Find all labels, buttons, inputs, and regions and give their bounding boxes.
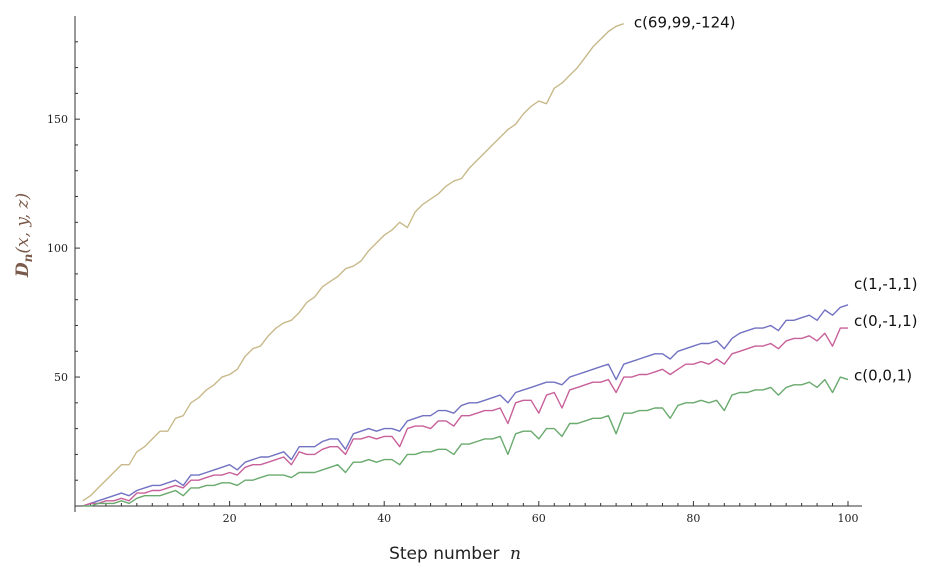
y-tick-label: 100 [47,242,68,255]
series-label: c(69,99,-124) [634,14,736,32]
x-axis-title-var: n [510,544,521,564]
y-tick-label: 150 [47,113,68,126]
y-axis-title-sub: n [21,254,35,263]
series-line [82,376,849,507]
y-axis-title: Dn(x, y, z) [13,193,35,278]
y-axis-title-d: D [13,262,33,278]
y-axis-title-args: (x, y, z) [13,193,33,254]
series-line [82,327,848,507]
series-label: c(0,-1,1) [854,312,918,330]
x-axis-title: Step number n [389,544,521,564]
x-tick-label: 20 [223,512,237,525]
series-label: c(0,0,1) [854,367,912,385]
x-tick-label: 100 [838,512,859,525]
series-line [82,304,849,507]
x-tick-label: 80 [686,512,700,525]
x-axis-title-text: Step number [389,544,499,564]
series-lines [82,23,849,507]
x-tick-label: 40 [377,512,391,525]
series-label: c(1,-1,1) [854,275,918,293]
series-line [82,23,625,502]
y-tick-label: 50 [54,371,68,384]
axes [74,16,862,512]
series-labels: c(69,99,-124) c(1,-1,1) c(0,-1,1) c(0,0,1) [634,14,918,385]
x-tick-label: 60 [532,512,546,525]
ticks: 20 40 60 80 100 50 100 150 [47,41,859,525]
